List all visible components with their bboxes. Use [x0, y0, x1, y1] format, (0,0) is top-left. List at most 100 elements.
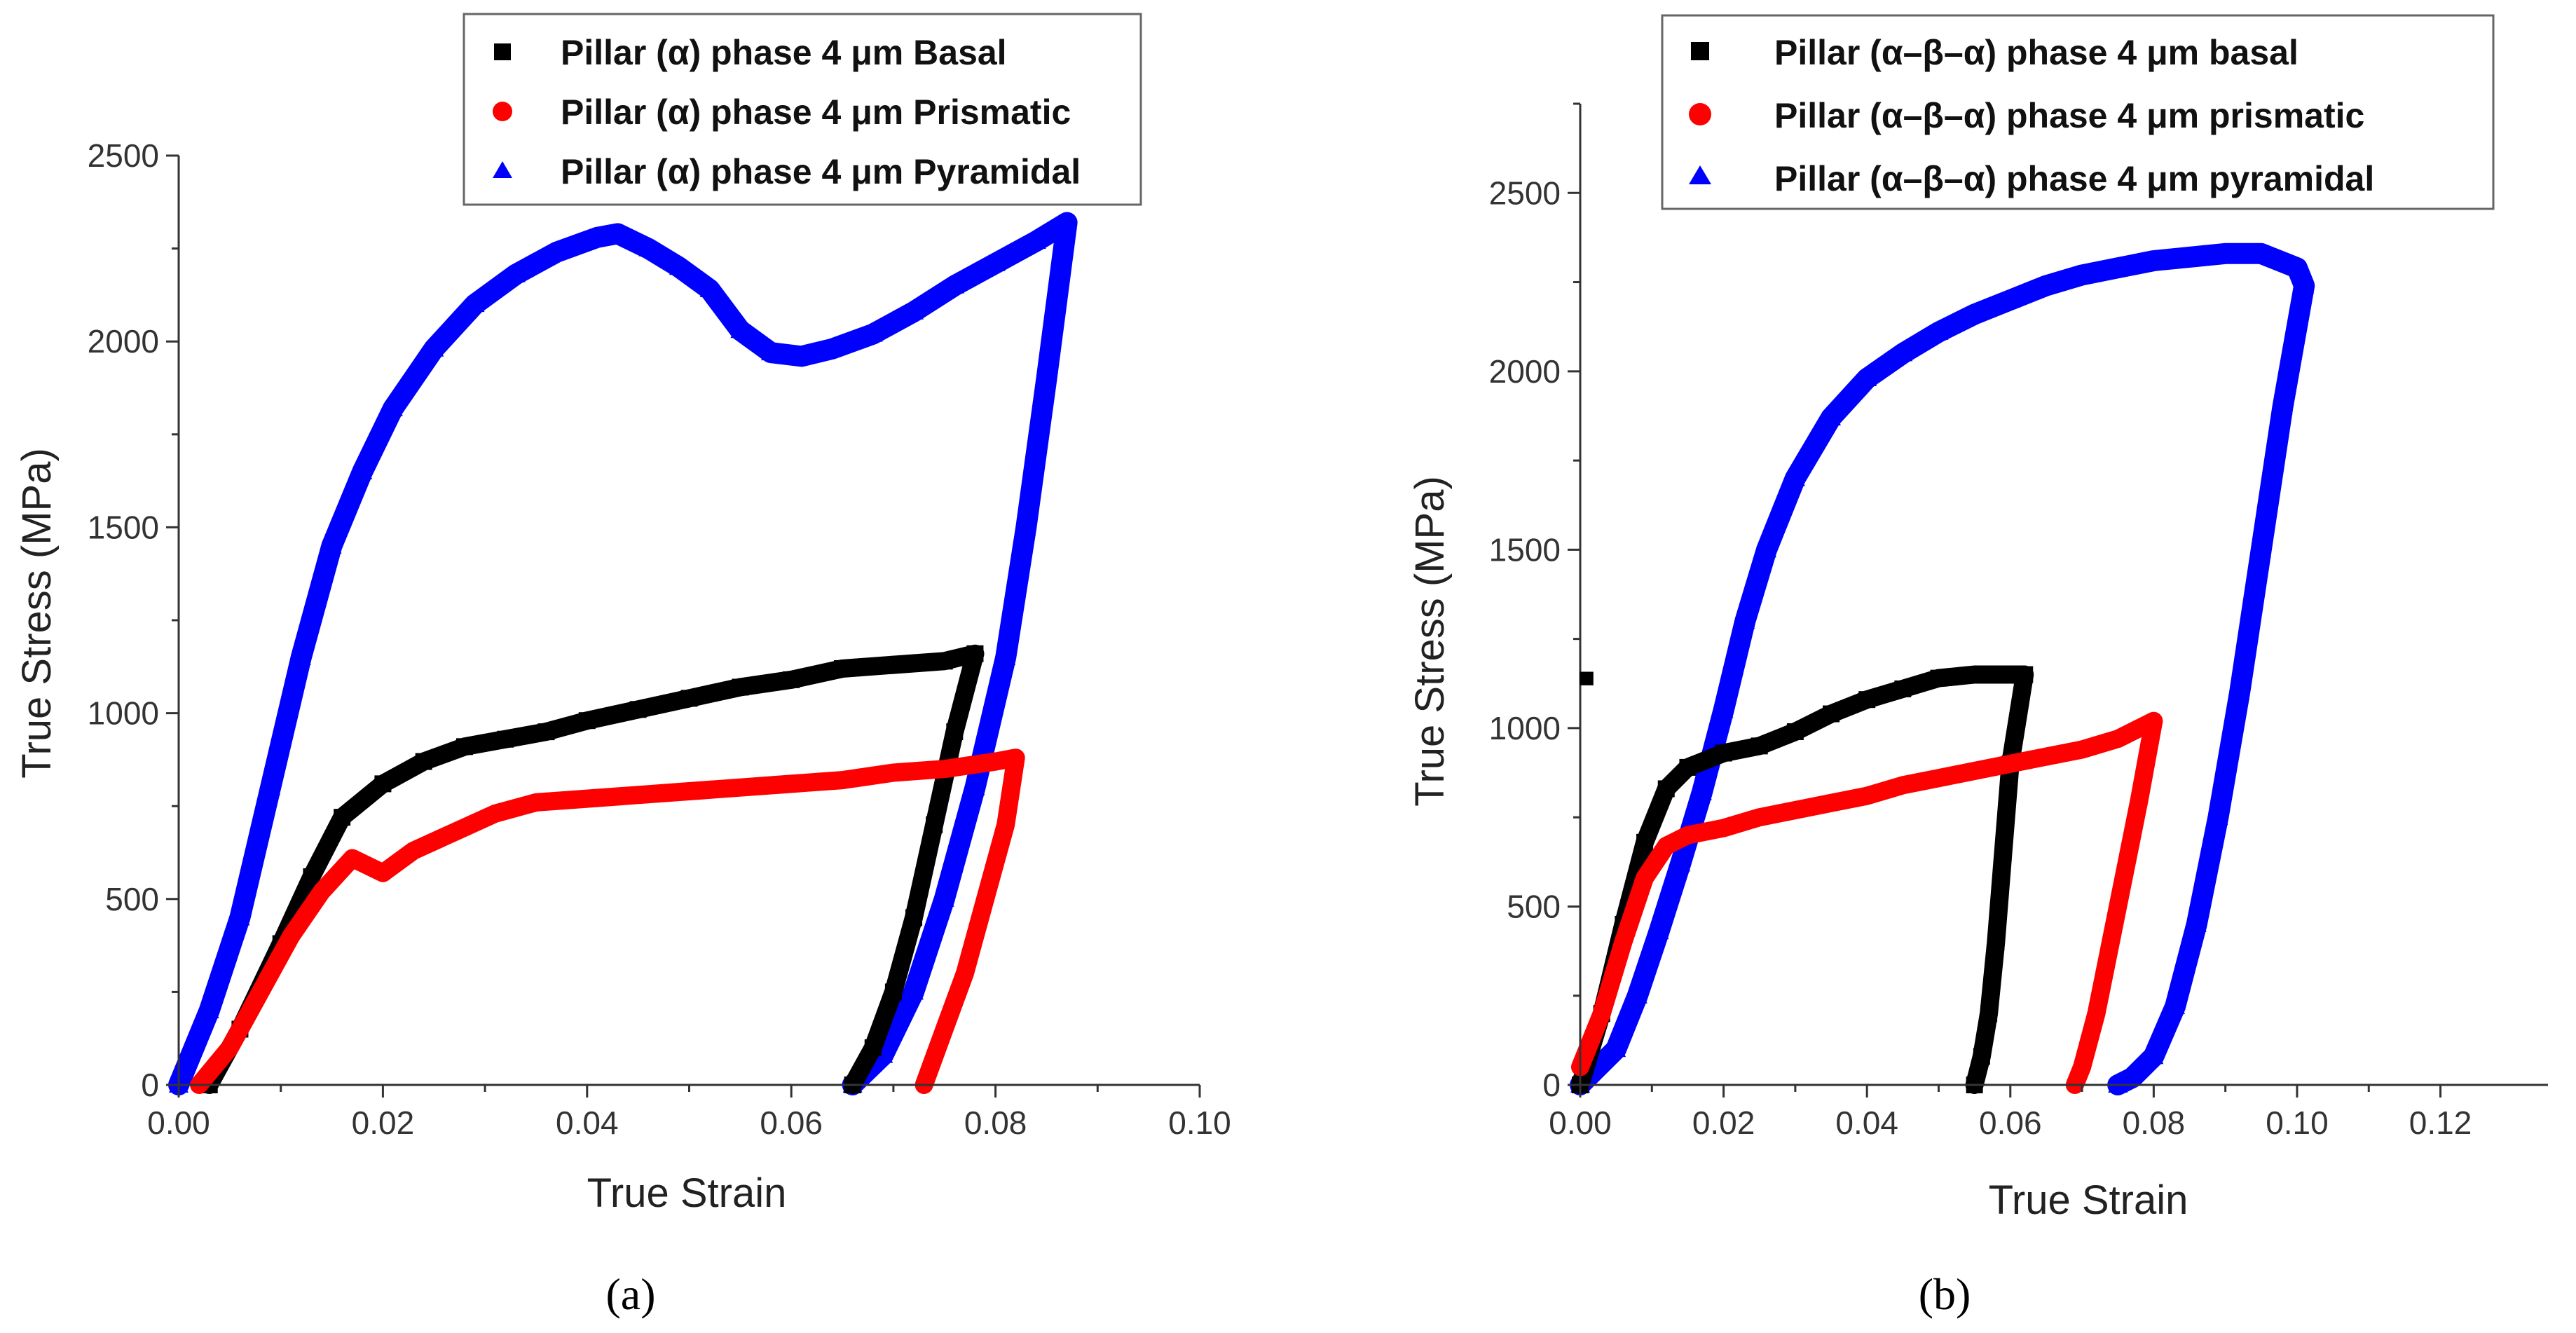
chart-b-data-point: [2179, 246, 2200, 265]
chart-b-y-tick-label: 2000: [1489, 353, 1561, 390]
chart-a-data-point: [374, 864, 392, 882]
chart-b-data-point: [1894, 680, 1912, 697]
chart-a-data-point: [873, 1044, 893, 1063]
chart-a-data-point: [608, 223, 628, 242]
chart-a-x-tick-label: 0.00: [147, 1105, 210, 1141]
chart-b-data-point: [1627, 985, 1647, 1004]
chart-b-x-axis-title: True Strain: [1989, 1177, 2188, 1223]
chart-a-data-point: [527, 793, 544, 811]
chart-a-legend-marker-prismatic: [493, 102, 512, 121]
chart-a-data-point: [261, 777, 281, 795]
chart-a-y-tick-label: 0: [141, 1067, 159, 1103]
chart-b-data-point: [2287, 257, 2307, 276]
chart-b-panel-label: (b): [1919, 1269, 1971, 1319]
chart-a-x-tick-label: 0.02: [352, 1105, 415, 1141]
chart-a-data-point: [322, 535, 342, 554]
chart-a-data-point: [863, 323, 883, 342]
chart-b-data-point: [1657, 780, 1675, 798]
chart-b-data-point: [1657, 837, 1675, 854]
chart-a-data-point: [977, 890, 994, 908]
chart-a-data-point: [587, 226, 608, 245]
chart-b-data-point: [1894, 777, 1912, 794]
chart-a-data-point: [497, 730, 514, 748]
chart-a-data-point: [926, 816, 943, 833]
chart-b-legend: Pillar (α–β–α) phase 4 μm basal Pillar (…: [1661, 14, 2495, 210]
chart-a-data-point: [313, 883, 330, 901]
chart-a-data-point: [629, 701, 647, 718]
chart-a-data-point: [956, 964, 973, 982]
chart-b-data-point: [1973, 1048, 1990, 1065]
chart-b-stray-mark: ■: [1578, 662, 1595, 693]
chart-b-data-point: [2116, 862, 2134, 880]
chart-b-data-point: [2251, 242, 2271, 261]
chart-b-x-tick-label: 0.10: [2266, 1105, 2329, 1141]
chart-b-legend-marker-basal: [1691, 42, 1709, 60]
chart-a-data-point: [783, 775, 800, 793]
chart-b-data-point: [1636, 833, 1654, 851]
chart-b-data-point: [1671, 853, 1691, 872]
chart-b-data-point: [2036, 275, 2056, 294]
chart-a-data-point: [936, 652, 953, 670]
chart-a-data-point: [1057, 212, 1077, 231]
chart-b-legend-label-prismatic: Pillar (α–β–α) phase 4 μm prismatic: [1774, 96, 2364, 135]
chart-b-data-point: [2001, 666, 2019, 683]
chart-a-legend-label-pyramidal: Pillar (α) phase 4 μm Pyramidal: [561, 152, 1081, 191]
chart-a-x-tick-label: 0.08: [964, 1105, 1027, 1141]
chart-a-data-point: [282, 927, 300, 945]
chart-b-data-point: [2130, 791, 2148, 808]
chart-b-x-tick-label: 0.06: [1979, 1105, 2042, 1141]
chart-b-data-point: [1715, 744, 1732, 762]
chart-a-legend-label-basal: Pillar (α) phase 4 μm Basal: [561, 33, 1007, 72]
chart-a-data-point: [1007, 749, 1025, 767]
chart-a: 0.00 0.02 0.04 0.06 0.08 0.10 0 500 1000 1500 2000…: [14, 13, 1231, 1319]
chart-a-data-point: [446, 823, 463, 841]
chart-a-legend-marker-basal: [494, 43, 511, 60]
chart-b-data-point: [1823, 794, 1840, 812]
chart-b-data-point: [1606, 1039, 1626, 1058]
chart-b-data-point: [2144, 1046, 2164, 1065]
chart-b-data-point: [2165, 996, 2186, 1014]
chart-a-data-point: [884, 656, 902, 674]
chart-b-data-point: [1679, 826, 1697, 844]
chart-a-data-point: [680, 690, 698, 707]
chart-a-data-point: [732, 678, 749, 696]
chart-a-panel-label: (a): [605, 1269, 655, 1319]
chart-b-data-point: [1987, 934, 2005, 951]
chart-a-data-point: [465, 294, 485, 313]
chart-a-data-point: [934, 888, 954, 907]
chart-b-series-line-square: [1571, 665, 2034, 1094]
chart-b-data-point: [2102, 934, 2119, 951]
chart-a-x-tick-label: 0.06: [760, 1105, 823, 1141]
chart-b-data-point: [2074, 1058, 2091, 1076]
chart-b-data-point: [1692, 781, 1712, 800]
chart-a-data-point: [783, 671, 800, 688]
chart-b-data-point: [1930, 669, 1947, 687]
chart-b-data-point: [2074, 741, 2091, 758]
chart-a-data-point: [334, 809, 351, 826]
chart-a-data-point: [486, 805, 504, 822]
chart-b-data-point: [2000, 289, 2020, 308]
chart-a-data-point: [455, 738, 473, 756]
chart-b-data-point: [2001, 755, 2019, 772]
chart-b-data-point: [1735, 610, 1755, 629]
chart-a-data-point: [252, 983, 269, 1001]
chart-b-data-point: [1751, 809, 1768, 826]
chart-b-data-point: [1593, 1005, 1610, 1023]
chart-b-data-point: [1751, 737, 1768, 755]
chart-b-data-point: [1615, 934, 1632, 951]
chart-b-data-point: [1966, 666, 1983, 683]
chart-b-data-point: [1756, 539, 1776, 558]
chart-a-data-point: [199, 999, 219, 1018]
chart-b-data-point: [1964, 303, 1985, 322]
chart-b-data-point: [2145, 712, 2163, 730]
chart-a-data-point: [905, 909, 923, 927]
chart-b-y-tick-label: 0: [1542, 1067, 1561, 1103]
chart-a-data-point: [834, 659, 851, 677]
chart-a-data-point: [936, 760, 953, 778]
chart-b-data-point: [1785, 467, 1805, 486]
chart-b-x-tick-label: 0.04: [1835, 1105, 1898, 1141]
chart-b-data-point: [1823, 705, 1840, 723]
chart-b-data-point: [1786, 723, 1804, 740]
chart-a-series: [168, 212, 1078, 1095]
